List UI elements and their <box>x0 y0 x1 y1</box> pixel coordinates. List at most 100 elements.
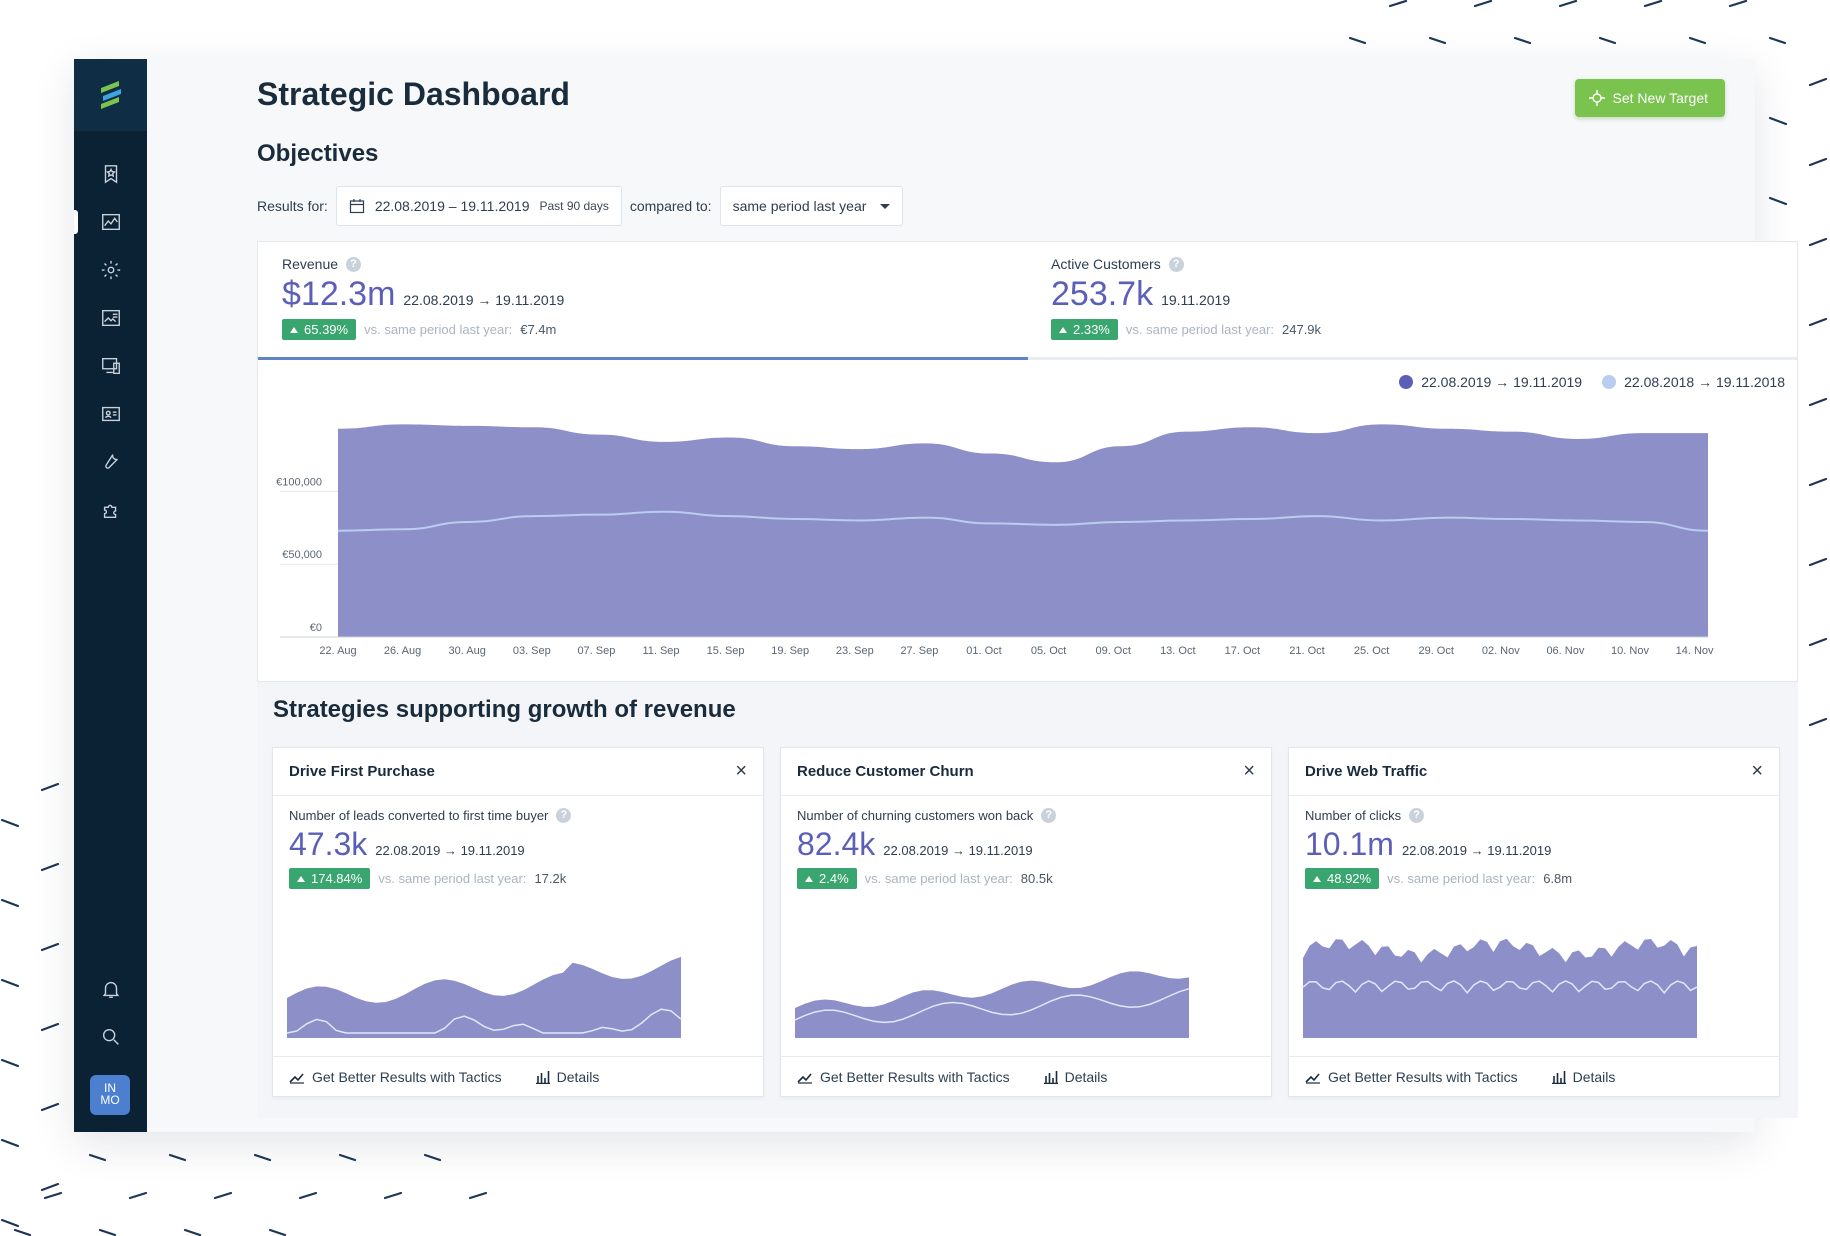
legend-dot <box>1399 375 1414 389</box>
details-link[interactable]: Details <box>535 1068 600 1085</box>
sidebar-item-dashboard[interactable] <box>74 198 147 246</box>
close-icon[interactable]: × <box>1751 760 1763 782</box>
decorative-dash <box>1808 397 1828 407</box>
legend-item-current[interactable]: 22.08.2019 → 19.11.2019 <box>1399 374 1582 390</box>
sidebar-item-settings[interactable] <box>74 246 147 294</box>
decorative-dash <box>1688 36 1707 45</box>
help-icon[interactable]: ? <box>346 256 362 272</box>
metric-value: $12.3m <box>282 275 396 313</box>
active-tab-underline <box>258 357 1028 360</box>
tactics-link[interactable]: Get Better Results with Tactics <box>797 1069 1010 1085</box>
brand-logo[interactable] <box>74 59 147 131</box>
revenue-label-row: Revenue ? <box>282 256 564 272</box>
change-badge: 174.84% <box>289 868 371 889</box>
strategy-card-title: Reduce Customer Churn <box>797 763 974 780</box>
change-row: 65.39% vs. same period last year: €7.4m <box>282 319 564 340</box>
vs-value: 6.8m <box>1543 871 1573 886</box>
decorative-dash <box>383 1191 403 1200</box>
decorative-dash <box>1808 317 1828 327</box>
help-icon[interactable]: ? <box>1168 256 1184 272</box>
date-range-picker[interactable]: 22.08.2019 – 19.11.2019 Past 90 days <box>335 186 622 226</box>
vs-value: 247.9k <box>1282 322 1322 337</box>
compare-period-select[interactable]: same period last year <box>719 186 904 226</box>
vs-value: 17.2k <box>534 871 567 886</box>
search-button[interactable] <box>74 1013 147 1061</box>
strategy-card-header: Drive First Purchase × <box>273 748 763 796</box>
x-tick-label: 15. Sep <box>707 645 745 657</box>
up-arrow-icon <box>297 875 305 882</box>
sidebar-item-devices[interactable] <box>74 342 147 390</box>
close-icon[interactable]: × <box>735 760 747 782</box>
bar-chart-icon <box>1043 1070 1058 1084</box>
close-icon[interactable]: × <box>1243 760 1255 782</box>
x-tick-label: 09. Oct <box>1095 645 1130 657</box>
set-new-target-label: Set New Target <box>1612 90 1708 106</box>
metric-value: 82.4k <box>797 826 876 862</box>
legend-label: 22.08.2019 → 19.11.2019 <box>1421 374 1583 390</box>
x-tick-label: 19. Sep <box>771 645 809 657</box>
strategy-sparkline <box>795 971 1190 1038</box>
set-new-target-button[interactable]: Set New Target <box>1574 79 1725 117</box>
x-tick-label: 11. Sep <box>642 645 679 657</box>
sparkline-area <box>795 971 1189 1038</box>
sidebar-item-bookmarks[interactable] <box>74 150 147 198</box>
decorative-dash <box>0 1218 20 1228</box>
decorative-dash <box>1808 717 1828 727</box>
tactics-link-label: Get Better Results with Tactics <box>820 1068 1010 1085</box>
y-tick-label: €100,000 <box>276 476 322 488</box>
sidebar-item-tools[interactable] <box>74 438 147 486</box>
x-tick-label: 10. Nov <box>1611 645 1649 657</box>
change-row: 2.4% vs. same period last year: 80.5k <box>797 868 1056 889</box>
decorative-dash <box>423 1153 442 1162</box>
decorative-dash <box>1388 0 1408 8</box>
vs-label: vs. same period last year: <box>1125 322 1274 337</box>
strategy-metric: Number of churning customers won back ? … <box>797 808 1057 889</box>
change-value: 174.84% <box>311 871 363 886</box>
metric-tab-indicator <box>258 357 1797 360</box>
revenue-area-chart: €0 €50,000 €100,000 22. Aug 26. Aug 30. Aug 03… <box>276 424 1714 657</box>
details-link-label: Details <box>556 1068 600 1085</box>
decorative-dash <box>468 1191 488 1200</box>
details-link[interactable]: Details <box>1043 1069 1107 1085</box>
help-icon[interactable]: ? <box>556 808 572 823</box>
details-link[interactable]: Details <box>1551 1069 1615 1085</box>
id-card-icon <box>101 406 120 422</box>
sidebar-item-reports[interactable] <box>74 294 147 342</box>
legend-item-previous[interactable]: 22.08.2018 → 19.11.2018 <box>1602 374 1785 390</box>
tactics-link-label: Get Better Results with Tactics <box>1328 1068 1518 1085</box>
sidebar-item-integrations[interactable] <box>74 486 147 534</box>
tactics-link[interactable]: Get Better Results with Tactics <box>289 1069 502 1085</box>
strategies-title: Strategies supporting growth of revenue <box>273 696 736 723</box>
metric-range: 22.08.2019 → 19.11.2019 <box>883 843 1033 858</box>
help-icon[interactable]: ? <box>1409 808 1425 823</box>
series-previous-line <box>337 510 1709 532</box>
notifications-button[interactable] <box>74 965 147 1013</box>
sidebar-item-contacts[interactable] <box>74 390 147 438</box>
x-tick-label: 03. Sep <box>513 645 551 657</box>
strategy-metric-label-row: Number of clicks ? <box>1305 808 1572 823</box>
decorative-dash <box>1808 237 1828 247</box>
y-tick-label: €50,000 <box>282 549 322 561</box>
metric-value-row: 253.7k 19.11.2019 <box>1051 275 1321 314</box>
change-value: 2.33% <box>1073 322 1110 337</box>
legend-dot <box>1602 375 1617 389</box>
tactics-link[interactable]: Get Better Results with Tactics <box>1305 1069 1518 1085</box>
objective-chart-card: Revenue ? $12.3m 22.08.2019 → 19.11.2019… <box>257 241 1798 682</box>
decorative-dash <box>338 1153 357 1162</box>
chevron-down-icon <box>880 203 891 209</box>
trend-up-icon <box>289 1072 304 1084</box>
customers-label-row: Active Customers ? <box>1051 256 1321 272</box>
avatar[interactable]: IN MO <box>90 1075 130 1115</box>
revenue-metric-tab[interactable]: Revenue ? $12.3m 22.08.2019 → 19.11.2019… <box>282 256 564 340</box>
change-row: 2.33% vs. same period last year: 247.9k <box>1051 319 1321 340</box>
decorative-dash <box>1808 557 1828 567</box>
change-badge: 2.4% <box>797 868 857 889</box>
strategy-card-header: Drive Web Traffic × <box>1289 748 1779 796</box>
sidebar: IN MO <box>74 59 147 1132</box>
active-customers-metric-tab[interactable]: Active Customers ? 253.7k 19.11.2019 2.3… <box>1051 256 1321 340</box>
strategy-sparkline <box>1303 938 1698 1038</box>
help-icon[interactable]: ? <box>1041 808 1057 823</box>
change-value: 48.92% <box>1327 871 1372 886</box>
x-tick-label: 26. Aug <box>384 645 421 657</box>
strategy-sparkline <box>287 956 682 1038</box>
